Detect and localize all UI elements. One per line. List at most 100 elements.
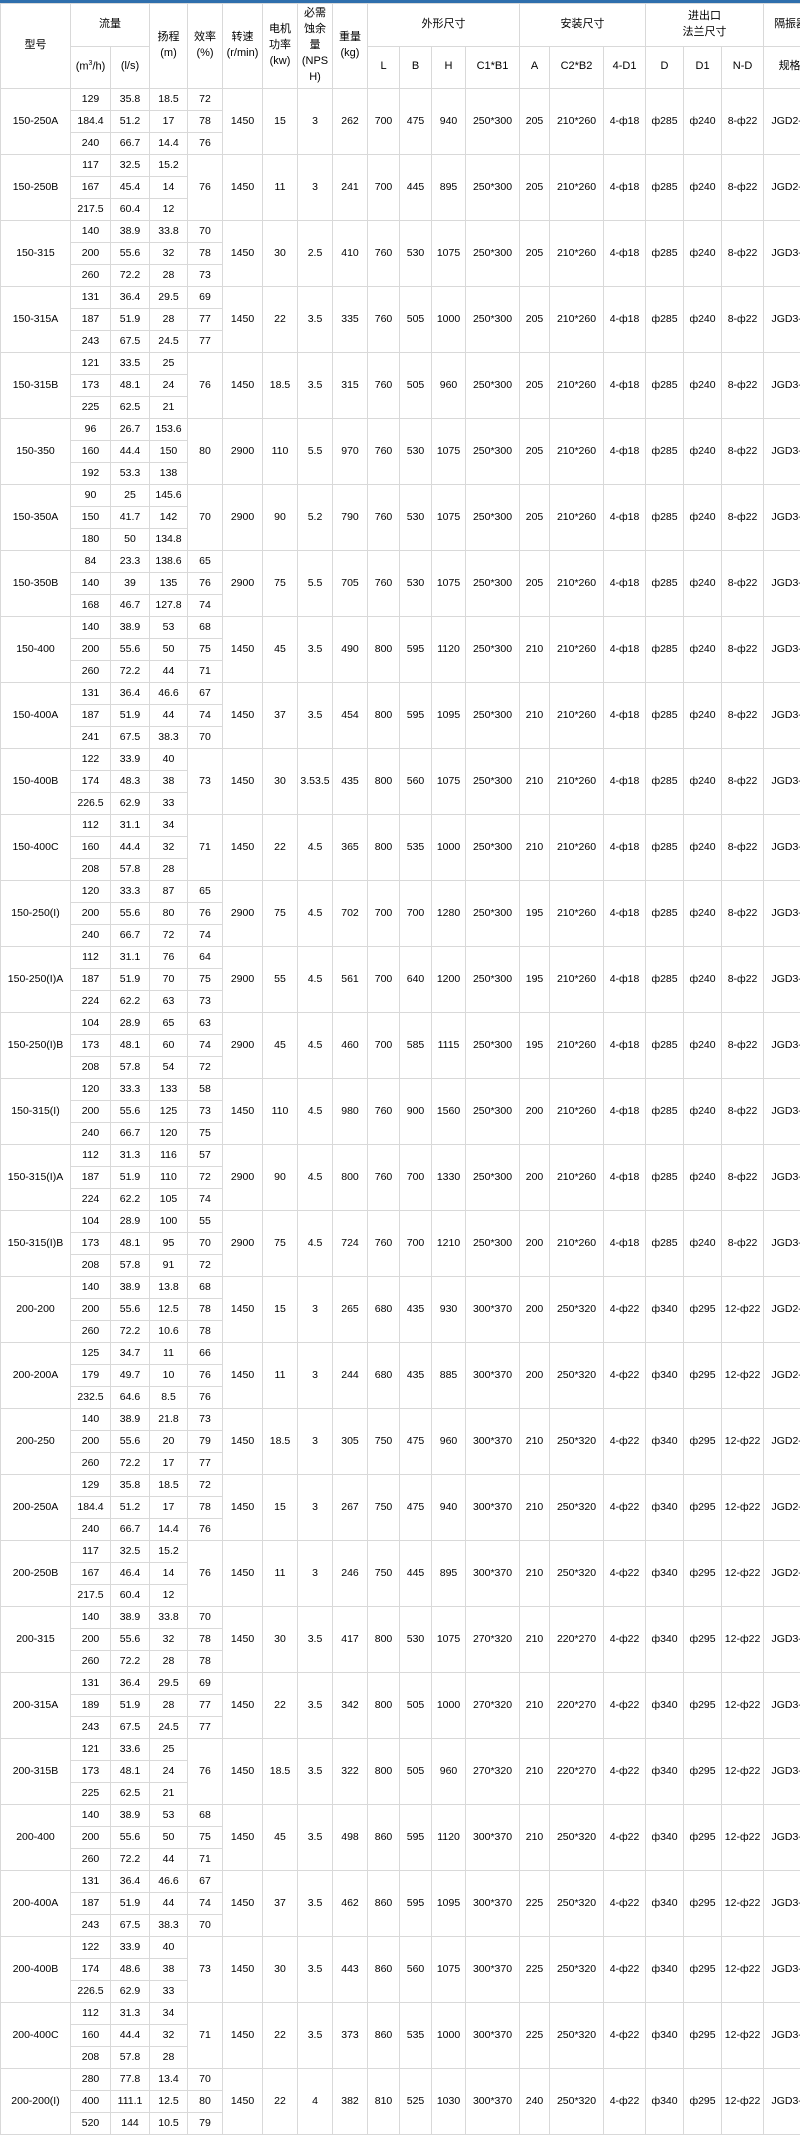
cell-A: 240 bbox=[520, 2068, 550, 2134]
cell-npsh: 4.5 bbox=[298, 1210, 333, 1276]
cell-head: 50 bbox=[150, 638, 188, 660]
cell-flow-m3h: 260 bbox=[71, 660, 111, 682]
cell-motor-power: 110 bbox=[263, 418, 298, 484]
cell-flow-m3h: 187 bbox=[71, 1892, 111, 1914]
cell-N-D: 12-ф22 bbox=[722, 2002, 764, 2068]
cell-flow-m3h: 140 bbox=[71, 1804, 111, 1826]
cell-weight: 265 bbox=[333, 1276, 368, 1342]
header-head-line1: 扬程 bbox=[151, 30, 186, 46]
cell-H: 1000 bbox=[432, 286, 466, 352]
cell-flow-m3h: 187 bbox=[71, 968, 111, 990]
cell-damper-spec: JGD3-3 bbox=[764, 352, 800, 418]
cell-head: 10.6 bbox=[150, 1320, 188, 1342]
cell-H: 1095 bbox=[432, 1870, 466, 1936]
cell-efficiency: 78 bbox=[188, 242, 223, 264]
cell-flow-ls: 51.2 bbox=[111, 1496, 150, 1518]
cell-speed: 2900 bbox=[223, 1144, 263, 1210]
cell-flow-m3h: 140 bbox=[71, 1606, 111, 1628]
cell-speed: 2900 bbox=[223, 418, 263, 484]
cell-speed: 1450 bbox=[223, 2002, 263, 2068]
cell-efficiency: 74 bbox=[188, 704, 223, 726]
cell-head: 32 bbox=[150, 836, 188, 858]
cell-flow-m3h: 260 bbox=[71, 264, 111, 286]
cell-H: 1560 bbox=[432, 1078, 466, 1144]
cell-flow-m3h: 160 bbox=[71, 2024, 111, 2046]
cell-weight: 417 bbox=[333, 1606, 368, 1672]
cell-A: 205 bbox=[520, 484, 550, 550]
cell-speed: 1450 bbox=[223, 1936, 263, 2002]
cell-D: ф285 bbox=[646, 1210, 684, 1276]
cell-N-D: 12-ф22 bbox=[722, 1738, 764, 1804]
cell-H: 940 bbox=[432, 1474, 466, 1540]
cell-C2B2: 250*320 bbox=[550, 1870, 604, 1936]
cell-npsh: 3 bbox=[298, 1276, 333, 1342]
cell-C1B1: 300*370 bbox=[466, 1408, 520, 1474]
cell-flow-ls: 23.3 bbox=[111, 550, 150, 572]
cell-motor-power: 90 bbox=[263, 1144, 298, 1210]
header-L: L bbox=[368, 46, 400, 88]
cell-model: 200-315B bbox=[1, 1738, 71, 1804]
cell-damper-spec: JGD3-3 bbox=[764, 814, 800, 880]
cell-4-D1: 4-ф22 bbox=[604, 1276, 646, 1342]
cell-damper-spec: JGD3-3 bbox=[764, 1144, 800, 1210]
cell-flow-ls: 46.7 bbox=[111, 594, 150, 616]
cell-flow-m3h: 179 bbox=[71, 1364, 111, 1386]
cell-weight: 246 bbox=[333, 1540, 368, 1606]
cell-C1B1: 250*300 bbox=[466, 748, 520, 814]
cell-head: 15.2 bbox=[150, 154, 188, 176]
cell-4-D1: 4-ф18 bbox=[604, 154, 646, 220]
cell-H: 1075 bbox=[432, 1936, 466, 2002]
cell-4-D1: 4-ф18 bbox=[604, 814, 646, 880]
cell-weight: 498 bbox=[333, 1804, 368, 1870]
cell-efficiency: 75 bbox=[188, 1122, 223, 1144]
cell-damper-spec: JGD3-3 bbox=[764, 1078, 800, 1144]
cell-weight: 561 bbox=[333, 946, 368, 1012]
cell-npsh: 3.5 bbox=[298, 1672, 333, 1738]
cell-flow-m3h: 112 bbox=[71, 946, 111, 968]
cell-flow-m3h: 140 bbox=[71, 220, 111, 242]
cell-head: 18.5 bbox=[150, 1474, 188, 1496]
cell-speed: 1450 bbox=[223, 1078, 263, 1144]
cell-motor-power: 75 bbox=[263, 1210, 298, 1276]
cell-efficiency: 64 bbox=[188, 946, 223, 968]
cell-H: 940 bbox=[432, 88, 466, 154]
cell-B: 595 bbox=[400, 616, 432, 682]
cell-efficiency: 73 bbox=[188, 1936, 223, 2002]
cell-speed: 2900 bbox=[223, 1210, 263, 1276]
cell-A: 200 bbox=[520, 1144, 550, 1210]
cell-flow-ls: 60.4 bbox=[111, 1584, 150, 1606]
cell-4-D1: 4-ф22 bbox=[604, 1672, 646, 1738]
cell-head: 54 bbox=[150, 1056, 188, 1078]
cell-efficiency: 73 bbox=[188, 1100, 223, 1122]
cell-model: 150-350A bbox=[1, 484, 71, 550]
header-power-line3: (kw) bbox=[264, 54, 296, 70]
cell-flow-m3h: 260 bbox=[71, 1452, 111, 1474]
cell-head: 24.5 bbox=[150, 330, 188, 352]
cell-npsh: 5.5 bbox=[298, 550, 333, 616]
cell-model: 200-315 bbox=[1, 1606, 71, 1672]
cell-weight: 443 bbox=[333, 1936, 368, 2002]
cell-efficiency: 66 bbox=[188, 1342, 223, 1364]
cell-C2B2: 210*260 bbox=[550, 88, 604, 154]
cell-npsh: 3 bbox=[298, 1474, 333, 1540]
cell-damper-spec: JGD3-3 bbox=[764, 1012, 800, 1078]
cell-flow-ls: 33.9 bbox=[111, 748, 150, 770]
cell-B: 700 bbox=[400, 1144, 432, 1210]
cell-C1B1: 300*370 bbox=[466, 1276, 520, 1342]
cell-D1: ф240 bbox=[684, 1012, 722, 1078]
cell-head: 14 bbox=[150, 1562, 188, 1584]
cell-flow-m3h: 187 bbox=[71, 308, 111, 330]
cell-flow-ls: 62.2 bbox=[111, 1188, 150, 1210]
cell-L: 860 bbox=[368, 1936, 400, 2002]
cell-N-D: 12-ф22 bbox=[722, 1936, 764, 2002]
cell-flow-ls: 32.5 bbox=[111, 1540, 150, 1562]
cell-B: 595 bbox=[400, 1870, 432, 1936]
cell-A: 210 bbox=[520, 814, 550, 880]
cell-head: 10 bbox=[150, 1364, 188, 1386]
cell-H: 960 bbox=[432, 1738, 466, 1804]
cell-D1: ф295 bbox=[684, 1606, 722, 1672]
cell-D1: ф295 bbox=[684, 2002, 722, 2068]
cell-efficiency: 75 bbox=[188, 638, 223, 660]
